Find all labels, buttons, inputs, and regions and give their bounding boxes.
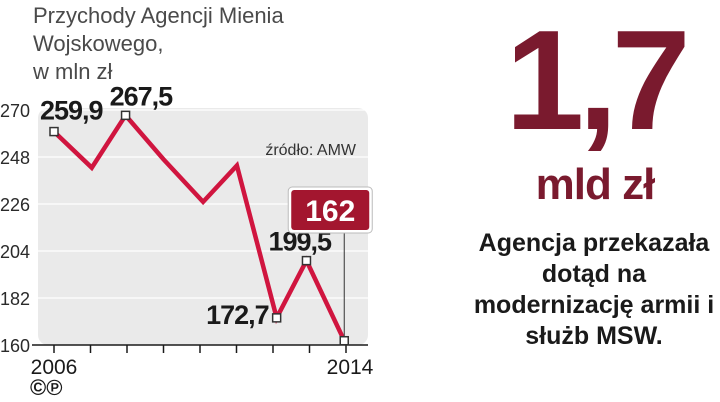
headline-unit: mld zł [535,160,656,209]
highlight-box [291,190,370,230]
data-label: 162 [305,195,355,228]
headline-description: Agencja przekazała dotąd na modernizację… [473,229,715,350]
data-point-marker [49,126,59,137]
y-tick-label: 270 [0,101,30,121]
x-tick-label: 2006 [31,356,78,379]
y-tick-label: 226 [0,195,30,215]
y-tick-label: 248 [0,148,30,168]
chart-title: Przychody Agencji Mienia Wojskowego, w m… [33,2,333,86]
data-point-marker [271,313,282,323]
x-tick-label: 2014 [327,356,374,379]
data-label: 172,7 [206,300,269,330]
source-label: źródło: AMW [265,142,357,159]
data-point-marker [120,110,131,121]
data-point-marker [301,255,312,266]
data-label: 259,9 [40,96,104,126]
data-label: 267,5 [110,81,174,111]
y-tick-label: 182 [0,289,30,309]
data-point-marker [339,335,349,346]
headline-value: 1,7 [505,1,690,160]
y-tick-label: 160 [0,336,30,356]
chart-subtitle: w mln zł [33,59,113,84]
copyright-mark: ©℗ [30,375,63,400]
series-line [52,111,347,342]
y-tick-label: 204 [0,242,30,262]
chart-title-main: Przychody Agencji Mienia Wojskowego, [33,3,284,56]
plot-background [38,108,368,345]
